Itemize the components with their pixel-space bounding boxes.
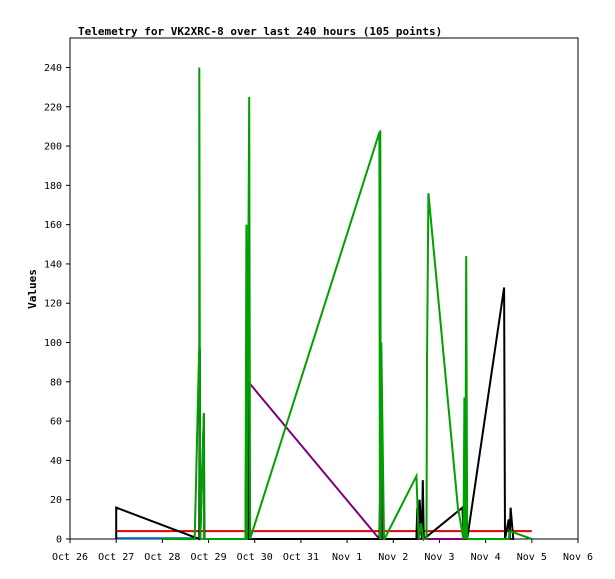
plot-area	[69, 37, 579, 540]
series-line-green	[162, 67, 533, 540]
x-tick-label: Nov 6	[563, 552, 593, 563]
x-tick-label: Nov 2	[378, 552, 408, 563]
y-tick-label: 180	[44, 181, 62, 192]
x-tick-label: Oct 26	[52, 552, 88, 563]
x-tick-label: Nov 1	[332, 552, 362, 563]
y-tick-label: 100	[44, 338, 62, 349]
x-tick-label: Nov 3	[424, 552, 454, 563]
x-tick-label: Oct 31	[283, 552, 319, 563]
y-tick-label: 160	[44, 220, 62, 231]
x-tick-label: Nov 4	[471, 552, 501, 563]
y-tick-label: 200	[44, 142, 62, 153]
y-tick-label: 40	[50, 456, 62, 467]
y-tick-label: 220	[44, 102, 62, 113]
series-lines	[115, 67, 533, 542]
x-tick-label: Nov 5	[517, 552, 547, 563]
y-tick-label: 60	[50, 417, 62, 428]
y-tick-label: 80	[50, 377, 62, 388]
x-tick-label: Oct 28	[144, 552, 180, 563]
x-tick-label: Oct 29	[190, 552, 226, 563]
chart-title: Telemetry for VK2XRC-8 over last 240 hou…	[78, 25, 442, 38]
y-tick-label: 20	[50, 495, 62, 506]
y-tick-label: 0	[56, 535, 62, 546]
y-tick-label: 140	[44, 259, 62, 270]
y-axis-label: Values	[26, 269, 39, 309]
y-tick-label: 120	[44, 299, 62, 310]
x-tick-label: Oct 30	[237, 552, 273, 563]
y-tick-label: 240	[44, 63, 62, 74]
x-tick-label: Oct 27	[98, 552, 134, 563]
